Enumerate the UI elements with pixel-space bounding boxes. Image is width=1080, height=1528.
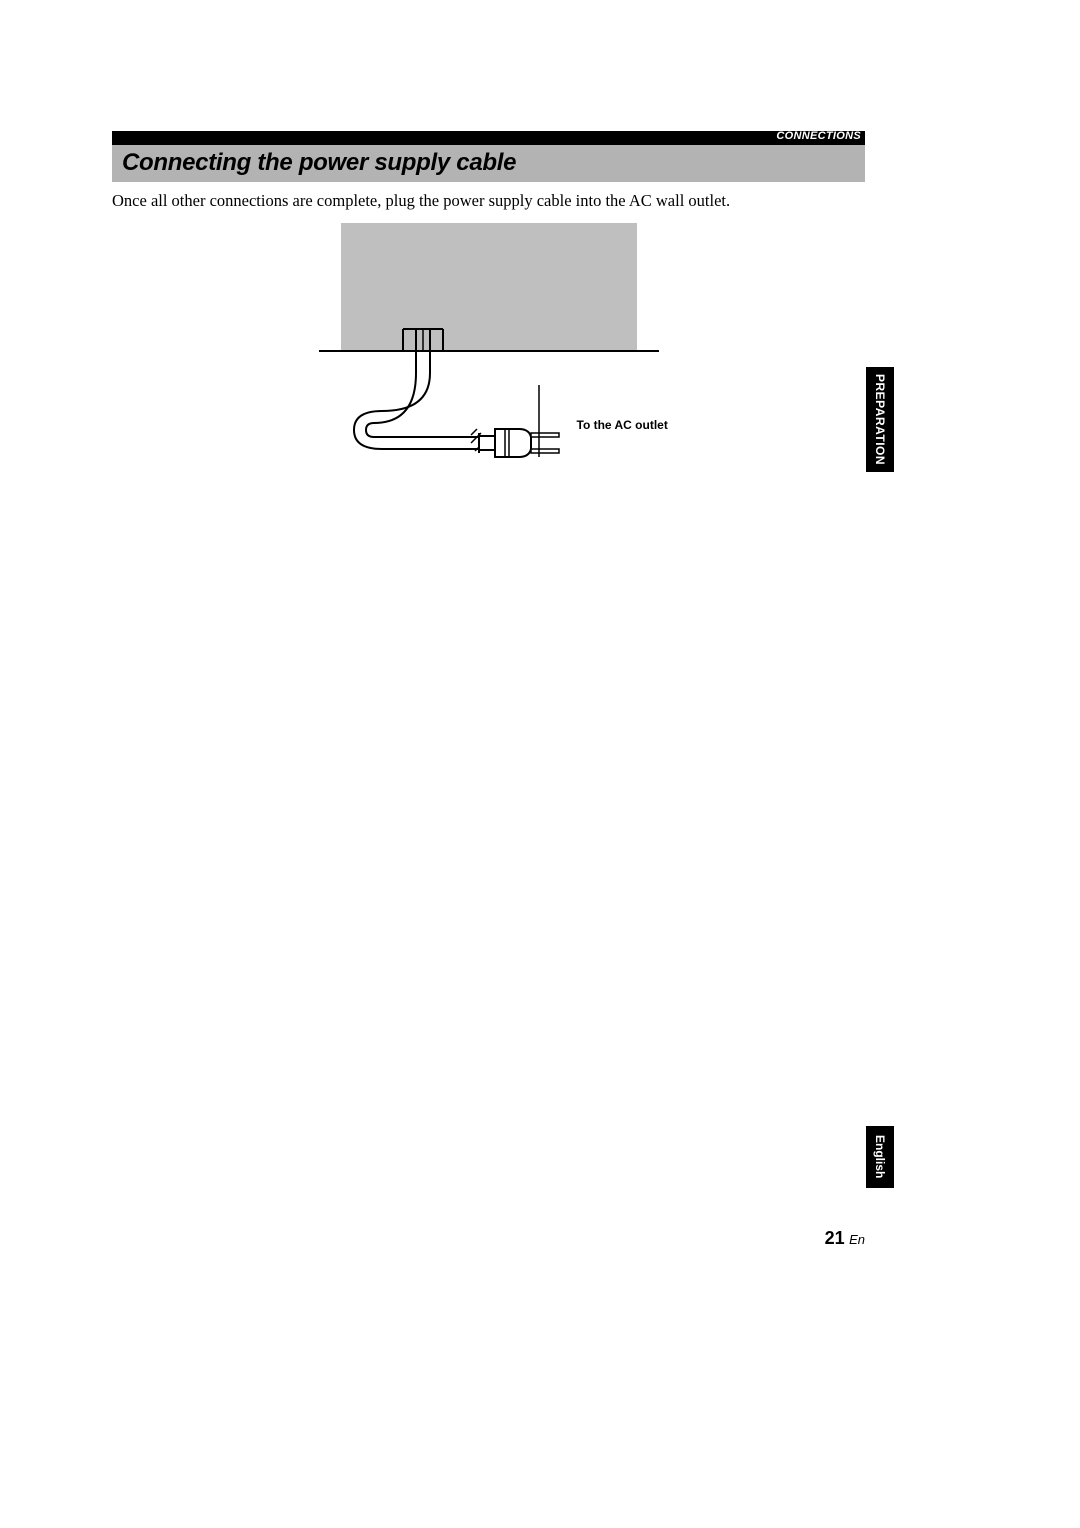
diagram-label: To the AC outlet <box>577 418 668 432</box>
page-title: Connecting the power supply cable <box>122 149 855 177</box>
diagram-container: To the AC outlet <box>112 223 865 463</box>
page-number-suffix: En <box>849 1232 865 1247</box>
header-section-label: CONNECTIONS <box>776 130 861 142</box>
page-number: 21 En <box>112 1228 865 1249</box>
tab-preparation-label: PREPARATION <box>873 374 887 465</box>
header-bar: CONNECTIONS <box>112 131 865 145</box>
page-number-value: 21 <box>825 1228 845 1248</box>
power-cable-diagram: To the AC outlet <box>319 223 659 463</box>
side-tab-preparation: PREPARATION <box>866 367 894 472</box>
tab-language-label: English <box>873 1135 887 1178</box>
page-content: CONNECTIONS Connecting the power supply … <box>112 131 865 463</box>
title-bar: Connecting the power supply cable <box>112 145 865 182</box>
body-paragraph: Once all other connections are complete,… <box>112 190 865 211</box>
side-tab-language: English <box>866 1126 894 1188</box>
